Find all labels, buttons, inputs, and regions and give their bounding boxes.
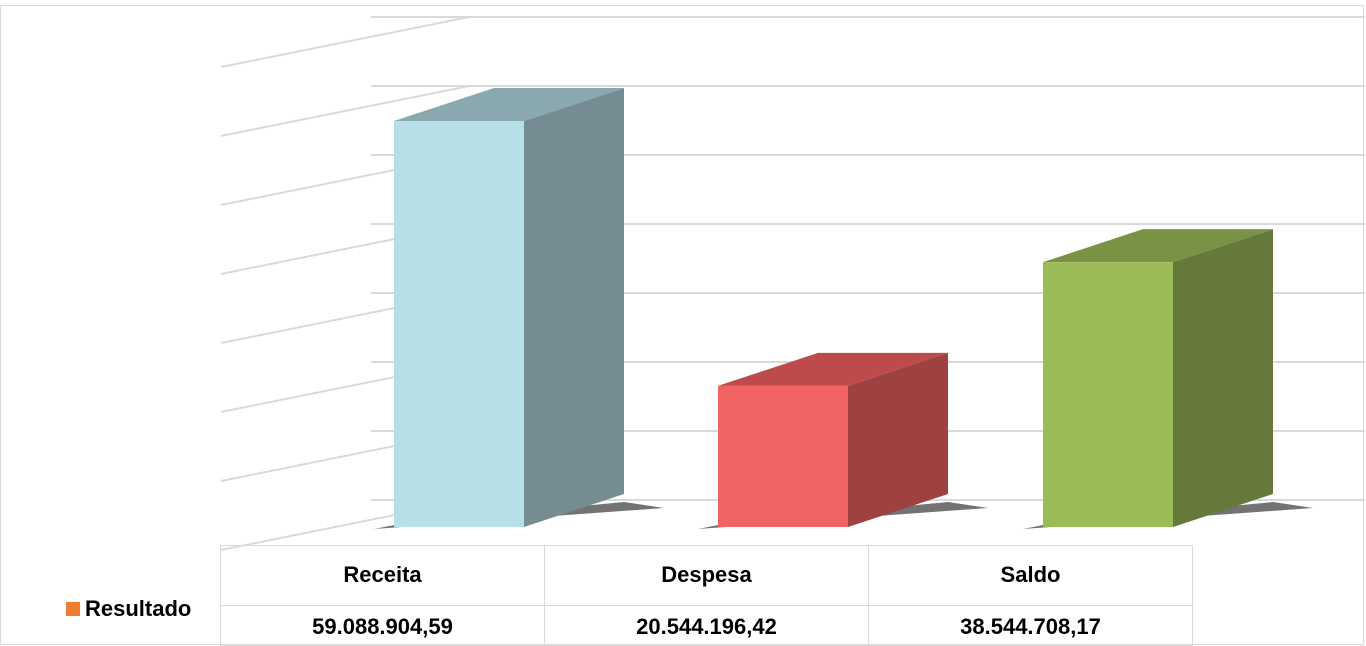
bar-saldo [1043,262,1173,527]
gridline-left-wall [220,85,470,137]
gridline-left-wall [220,16,470,68]
value-label-saldo: 38.544.708,17 [868,605,1193,646]
bar-side-despesa [848,352,948,527]
series-color-swatch [66,602,80,616]
series-legend-key: Resultado [66,596,191,622]
bar-top-despesa [718,352,948,386]
category-label-saldo: Saldo [868,545,1193,606]
bar-top-saldo [1043,229,1273,263]
series-name: Resultado [85,596,192,621]
data-table-value-row: 59.088.904,59 20.544.196,42 38.544.708,1… [220,605,1193,646]
data-table-category-row: Receita Despesa Saldo [220,545,1193,606]
bar-despesa [718,385,848,527]
category-label-receita: Receita [220,545,545,606]
bar-side-saldo [1173,229,1273,527]
value-label-receita: 59.088.904,59 [220,605,545,646]
value-label-despesa: 20.544.196,42 [544,605,869,646]
bar-side-receita [524,88,624,527]
chart-frame [0,5,1365,645]
category-label-despesa: Despesa [544,545,869,606]
bar-top-receita [394,88,624,121]
data-table: Receita Despesa Saldo 59.088.904,59 20.5… [220,545,1193,646]
chart-plot-area [220,16,1365,551]
bar-receita [394,121,524,527]
